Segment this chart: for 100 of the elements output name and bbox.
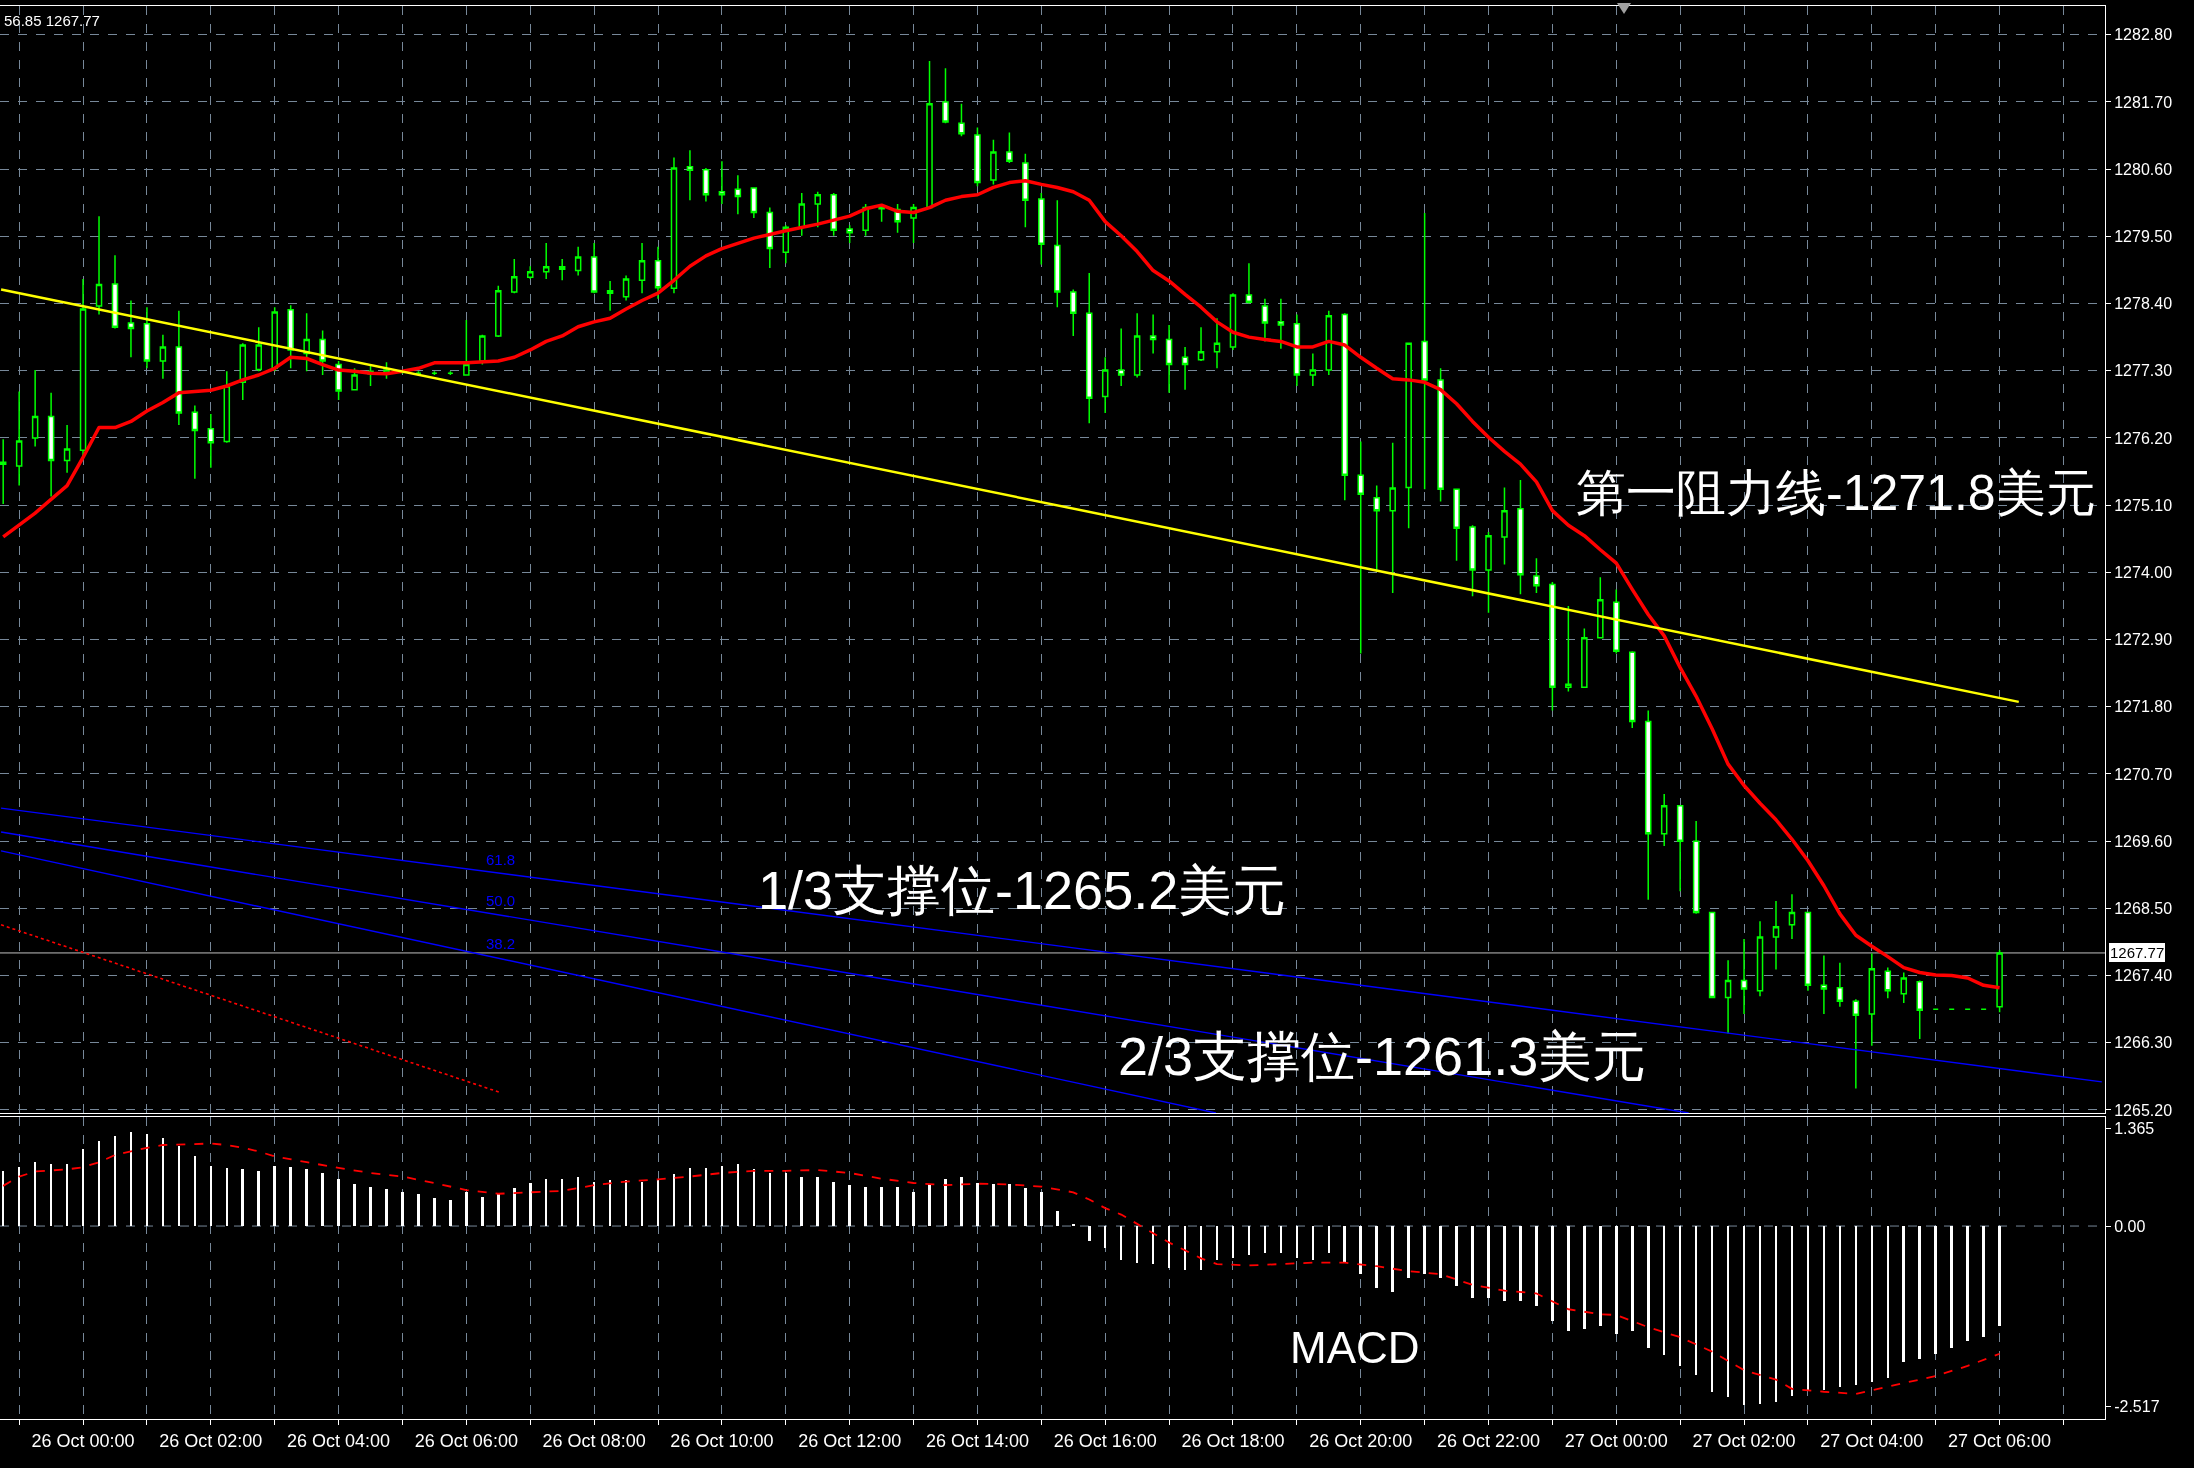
candlestick xyxy=(431,370,438,376)
y-tick-label: 1281.70 xyxy=(2114,93,2173,111)
x-tick-label: 26 Oct 04:00 xyxy=(287,1430,391,1451)
bar xyxy=(1423,1226,1426,1275)
candlestick xyxy=(1453,488,1460,562)
candlestick xyxy=(1213,317,1221,370)
series-label: 38.2 xyxy=(486,935,516,952)
candlestick xyxy=(47,391,55,498)
candlestick xyxy=(271,306,278,373)
bar xyxy=(928,1183,931,1227)
bar xyxy=(1487,1226,1490,1298)
bar xyxy=(880,1187,883,1227)
candlestick xyxy=(606,280,614,312)
candlestick xyxy=(1660,793,1668,847)
bar xyxy=(1902,1226,1906,1363)
y-tick-label: 1267.40 xyxy=(2114,967,2173,985)
y-tick-label: 1277.30 xyxy=(2114,362,2173,380)
bar xyxy=(1391,1226,1394,1293)
y-tick-label: 1.365 xyxy=(2114,1119,2155,1137)
bar xyxy=(1950,1226,1953,1348)
bar xyxy=(401,1192,404,1227)
y-tick-label: 1274.00 xyxy=(2114,563,2173,581)
y-tick-label: 1280.60 xyxy=(2114,160,2173,178)
bar xyxy=(385,1189,388,1227)
candlestick xyxy=(1628,650,1636,729)
bar xyxy=(1455,1226,1458,1287)
candlestick xyxy=(1676,804,1684,892)
candlestick xyxy=(974,126,981,187)
y-tick-label: -2.517 xyxy=(2114,1398,2160,1416)
bar xyxy=(1982,1226,1985,1338)
candlestick xyxy=(814,190,821,228)
bar xyxy=(1008,1183,1011,1227)
bar xyxy=(1087,1226,1091,1242)
bar xyxy=(1535,1226,1538,1306)
candlestick xyxy=(1533,557,1540,594)
x-tick-label: 26 Oct 08:00 xyxy=(542,1430,646,1451)
candlestick xyxy=(686,149,694,202)
candlestick xyxy=(1549,581,1556,712)
candlestick xyxy=(638,242,646,294)
candlestick xyxy=(31,369,39,448)
candlestick xyxy=(558,258,566,282)
candlestick xyxy=(1038,192,1045,266)
candlestick xyxy=(1054,199,1061,308)
candlestick xyxy=(1517,479,1524,596)
x-tick-label: 27 Oct 04:00 xyxy=(1820,1430,1924,1451)
candlestick xyxy=(511,258,518,294)
candlestick xyxy=(1836,961,1844,1008)
bar xyxy=(369,1186,372,1227)
candlestick xyxy=(1820,954,1828,1015)
series-label: 50.0 xyxy=(486,892,516,909)
bar xyxy=(912,1191,915,1227)
bar xyxy=(1599,1226,1602,1326)
x-tick-label: 26 Oct 22:00 xyxy=(1436,1430,1541,1451)
candlestick xyxy=(574,245,582,277)
bar xyxy=(1918,1226,1922,1359)
candlestick xyxy=(1006,131,1013,164)
y-tick-label: 1271.80 xyxy=(2114,698,2173,716)
candlestick xyxy=(1884,966,1892,999)
candlestick xyxy=(1501,486,1508,566)
candlestick xyxy=(207,413,215,469)
candlestick xyxy=(1469,524,1476,597)
x-tick-label: 27 Oct 02:00 xyxy=(1692,1430,1796,1451)
bar xyxy=(481,1197,484,1227)
x-tick-label: 26 Oct 00:00 xyxy=(31,1430,135,1451)
bar xyxy=(1998,1226,2001,1326)
x-tick-label: 26 Oct 02:00 xyxy=(159,1430,263,1451)
candlestick xyxy=(654,245,662,300)
x-tick-label: 26 Oct 20:00 xyxy=(1309,1430,1413,1451)
bar xyxy=(992,1183,995,1227)
annotation: 1/3支撑位-1265.2美元 xyxy=(758,860,1287,920)
candlestick xyxy=(830,192,837,237)
ref-line-label: 1267.77 xyxy=(2110,944,2165,961)
candlestick xyxy=(191,404,199,480)
candlestick xyxy=(862,203,869,237)
candlestick xyxy=(1293,313,1301,387)
candlestick xyxy=(127,299,135,359)
bar xyxy=(848,1185,851,1227)
candlestick xyxy=(1101,356,1109,414)
bar xyxy=(1567,1226,1570,1331)
candlestick xyxy=(175,310,183,426)
candlestick xyxy=(463,319,470,376)
candlestick xyxy=(1996,949,2003,1013)
candlestick xyxy=(942,67,949,125)
candlestick xyxy=(622,274,630,302)
bar xyxy=(976,1183,979,1227)
bar xyxy=(257,1170,261,1227)
bar xyxy=(1646,1226,1650,1348)
candlestick xyxy=(223,370,231,444)
bar xyxy=(1551,1226,1554,1322)
candlestick xyxy=(1565,605,1572,693)
x-tick-label: 26 Oct 12:00 xyxy=(798,1430,902,1451)
candlestick xyxy=(1724,959,1732,1035)
candlestick xyxy=(239,342,247,401)
bar xyxy=(1024,1188,1027,1227)
candlestick xyxy=(351,367,358,391)
bar xyxy=(1471,1226,1474,1298)
candlestick xyxy=(926,60,933,209)
candlestick xyxy=(1788,893,1796,940)
candlestick xyxy=(958,103,965,137)
x-tick-label: 26 Oct 06:00 xyxy=(414,1430,518,1451)
